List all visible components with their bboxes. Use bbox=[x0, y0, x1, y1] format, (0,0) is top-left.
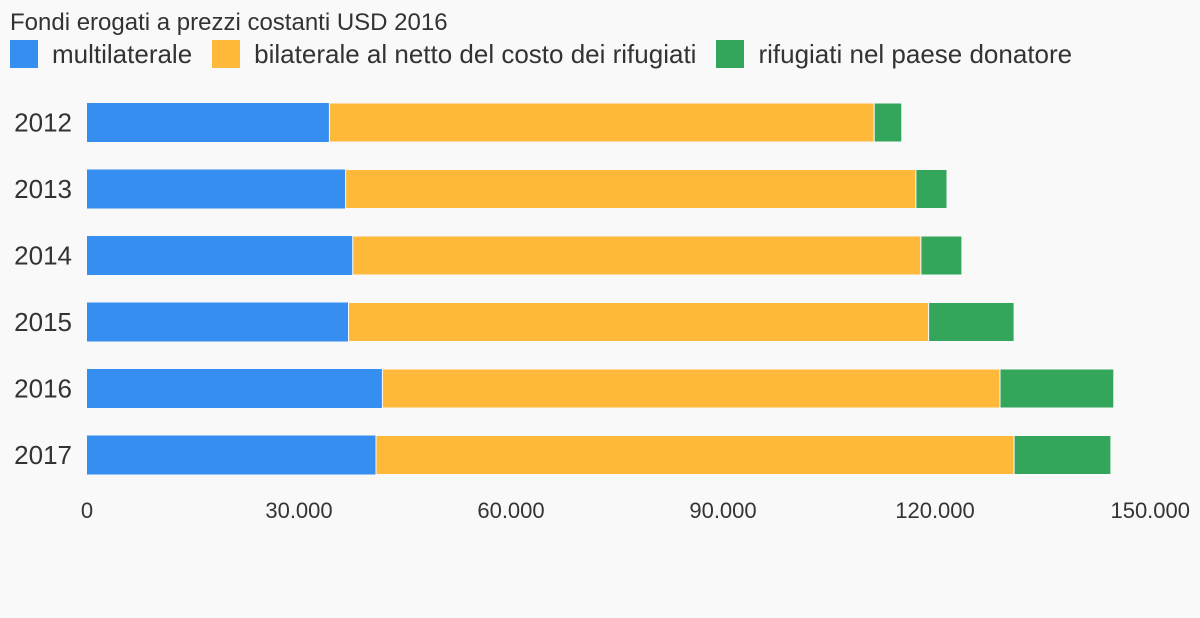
category-label-2012: 2012 bbox=[14, 108, 72, 138]
category-label-2015: 2015 bbox=[14, 307, 72, 337]
bar-2017-series-1 bbox=[375, 435, 1015, 475]
category-label-2013: 2013 bbox=[14, 174, 72, 204]
x-tick-label: 60.000 bbox=[477, 498, 544, 523]
legend-swatch-rifugiati bbox=[716, 40, 745, 68]
bar-2016-series-1 bbox=[381, 368, 1001, 409]
legend-swatch-multilaterale bbox=[10, 40, 38, 68]
legend-label-multilaterale: multilaterale bbox=[52, 39, 193, 69]
category-label-2014: 2014 bbox=[14, 241, 72, 271]
x-tick-label: 120.000 bbox=[895, 498, 975, 523]
legend-item-rifugiati: rifugiati nel paese donatore bbox=[716, 38, 1072, 70]
chart-title: Fondi erogati a prezzi costanti USD 2016 bbox=[10, 9, 448, 36]
bar-2014-series-2 bbox=[920, 235, 963, 276]
category-labels-group: 2012 2013 2014 2015 2016 2017 bbox=[14, 108, 72, 471]
legend-item-multilaterale: multilaterale bbox=[10, 38, 192, 70]
bar-2017-series-2 bbox=[1013, 435, 1112, 475]
bar-2012-series-2 bbox=[873, 102, 903, 143]
bar-2013-series-1 bbox=[345, 169, 917, 209]
bar-2013-series-2 bbox=[915, 169, 948, 209]
legend-label-bilaterale: bilaterale al netto del costo dei rifugi… bbox=[254, 39, 697, 69]
bar-2017-series-0 bbox=[87, 435, 376, 475]
legend-label-rifugiati: rifugiati nel paese donatore bbox=[758, 39, 1073, 69]
bar-2012-series-0 bbox=[87, 103, 330, 142]
category-label-2017: 2017 bbox=[14, 440, 72, 470]
x-tick-label: 30.000 bbox=[265, 498, 332, 523]
legend-item-bilaterale: bilaterale al netto del costo dei rifugi… bbox=[212, 38, 696, 70]
bar-2016-series-0 bbox=[87, 369, 383, 408]
legend-swatch-bilaterale bbox=[212, 40, 241, 68]
x-tick-label: 150.000 bbox=[1110, 498, 1190, 523]
x-tick-label: 90.000 bbox=[689, 498, 756, 523]
bar-2013-series-0 bbox=[87, 169, 346, 209]
bar-2014-series-1 bbox=[352, 235, 922, 276]
bar-2012-series-1 bbox=[328, 102, 875, 143]
chart-legend: multilaterale bilaterale al netto del co… bbox=[10, 38, 1092, 70]
bars-group bbox=[87, 102, 1115, 475]
bar-2014-series-0 bbox=[87, 236, 353, 275]
bar-2016-series-2 bbox=[999, 368, 1115, 409]
x-tick-labels-group: 0 30.000 60.000 90.000 120.000 150.000 bbox=[81, 498, 1190, 523]
category-label-2016: 2016 bbox=[14, 374, 72, 404]
bar-2015-series-1 bbox=[348, 302, 930, 342]
bar-2015-series-0 bbox=[87, 302, 349, 342]
x-tick-label: 0 bbox=[81, 498, 93, 523]
bar-2015-series-2 bbox=[928, 302, 1015, 342]
